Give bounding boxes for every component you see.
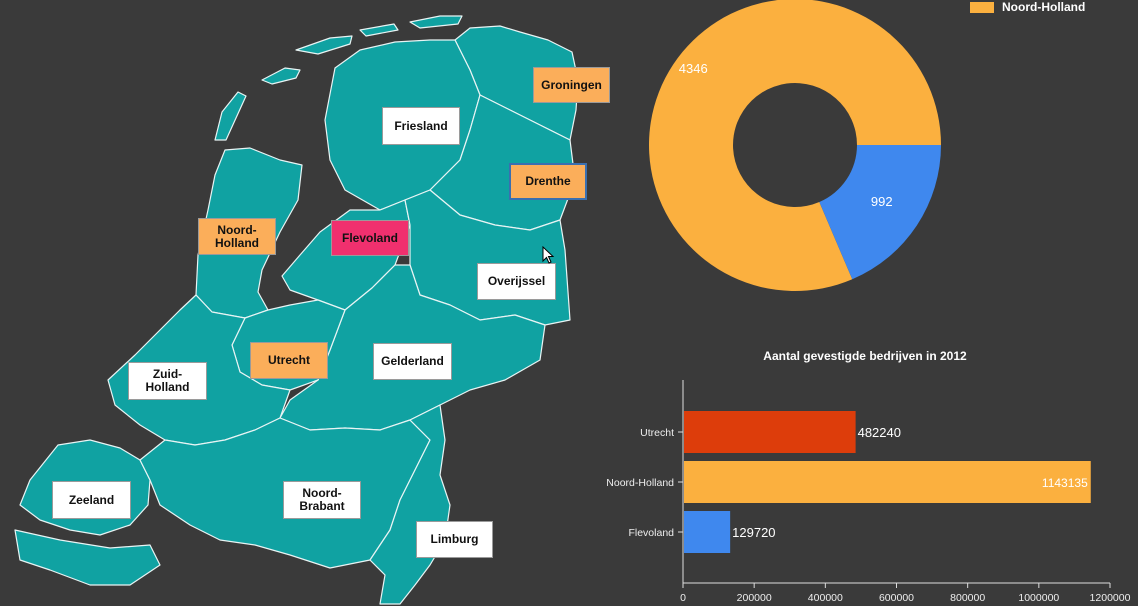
label-limburg[interactable]: Limburg [416,521,493,558]
x-tick-label-2: 400000 [808,592,843,604]
donut-chart: 4346 992 [649,0,941,291]
x-tick-label-1: 200000 [737,592,772,604]
x-tick-label-3: 600000 [879,592,914,604]
legend-label: Noord-Holland [1002,0,1086,14]
wadden-island-schiermonnikoog[interactable] [409,15,463,29]
label-groningen[interactable]: Groningen [533,67,610,103]
wadden-island-texel[interactable] [214,91,247,141]
donut-legend: Noord-Holland [970,0,1085,14]
label-friesland[interactable]: Friesland [382,107,460,145]
donut-slice-label-0: 4346 [679,61,708,76]
mouse-cursor-icon [542,246,555,264]
bar-1[interactable] [684,461,1091,503]
bar-value-label-1: 1143135 [1042,476,1088,490]
x-tick-label-6: 1200000 [1090,592,1131,604]
x-tick-label-0: 0 [680,592,686,604]
label-flevoland[interactable]: Flevoland [331,220,409,256]
label-gelderland[interactable]: Gelderland [373,343,452,380]
bar-value-label-0: 482240 [858,425,901,440]
legend-swatch [970,1,994,13]
wadden-island-terschelling[interactable] [295,35,353,55]
label-overijssel[interactable]: Overijssel [477,263,556,300]
label-zuid-holland[interactable]: Zuid- Holland [128,362,207,400]
bar-value-label-2: 129720 [732,525,775,540]
donut-slice-0[interactable] [649,0,941,291]
label-zeeland[interactable]: Zeeland [52,481,131,519]
bar-0[interactable] [684,411,856,453]
label-drenthe[interactable]: Drenthe [509,163,587,200]
bar-chart-title: Aantal gevestigde bedrijven in 2012 [763,349,967,363]
y-tick-label-0: Utrecht [640,427,674,439]
y-tick-label-1: Noord-Holland [606,477,674,489]
donut-slice-1[interactable] [819,145,941,280]
bar-chart: Aantal gevestigde bedrijven in 2012 Utrec… [606,349,1131,604]
x-tick-label-5: 1000000 [1018,592,1059,604]
bar-2[interactable] [684,511,731,553]
wadden-island-ameland[interactable] [359,23,399,37]
province-zeeland-south[interactable] [14,529,161,586]
label-noord-brabant[interactable]: Noord- Brabant [283,481,361,519]
label-noord-holland[interactable]: Noord- Holland [198,218,276,255]
x-tick-label-4: 800000 [950,592,985,604]
y-tick-label-2: Flevoland [628,527,674,539]
donut-slice-label-1: 992 [871,194,893,209]
wadden-island-vlieland[interactable] [261,67,301,85]
label-utrecht[interactable]: Utrecht [250,342,328,379]
